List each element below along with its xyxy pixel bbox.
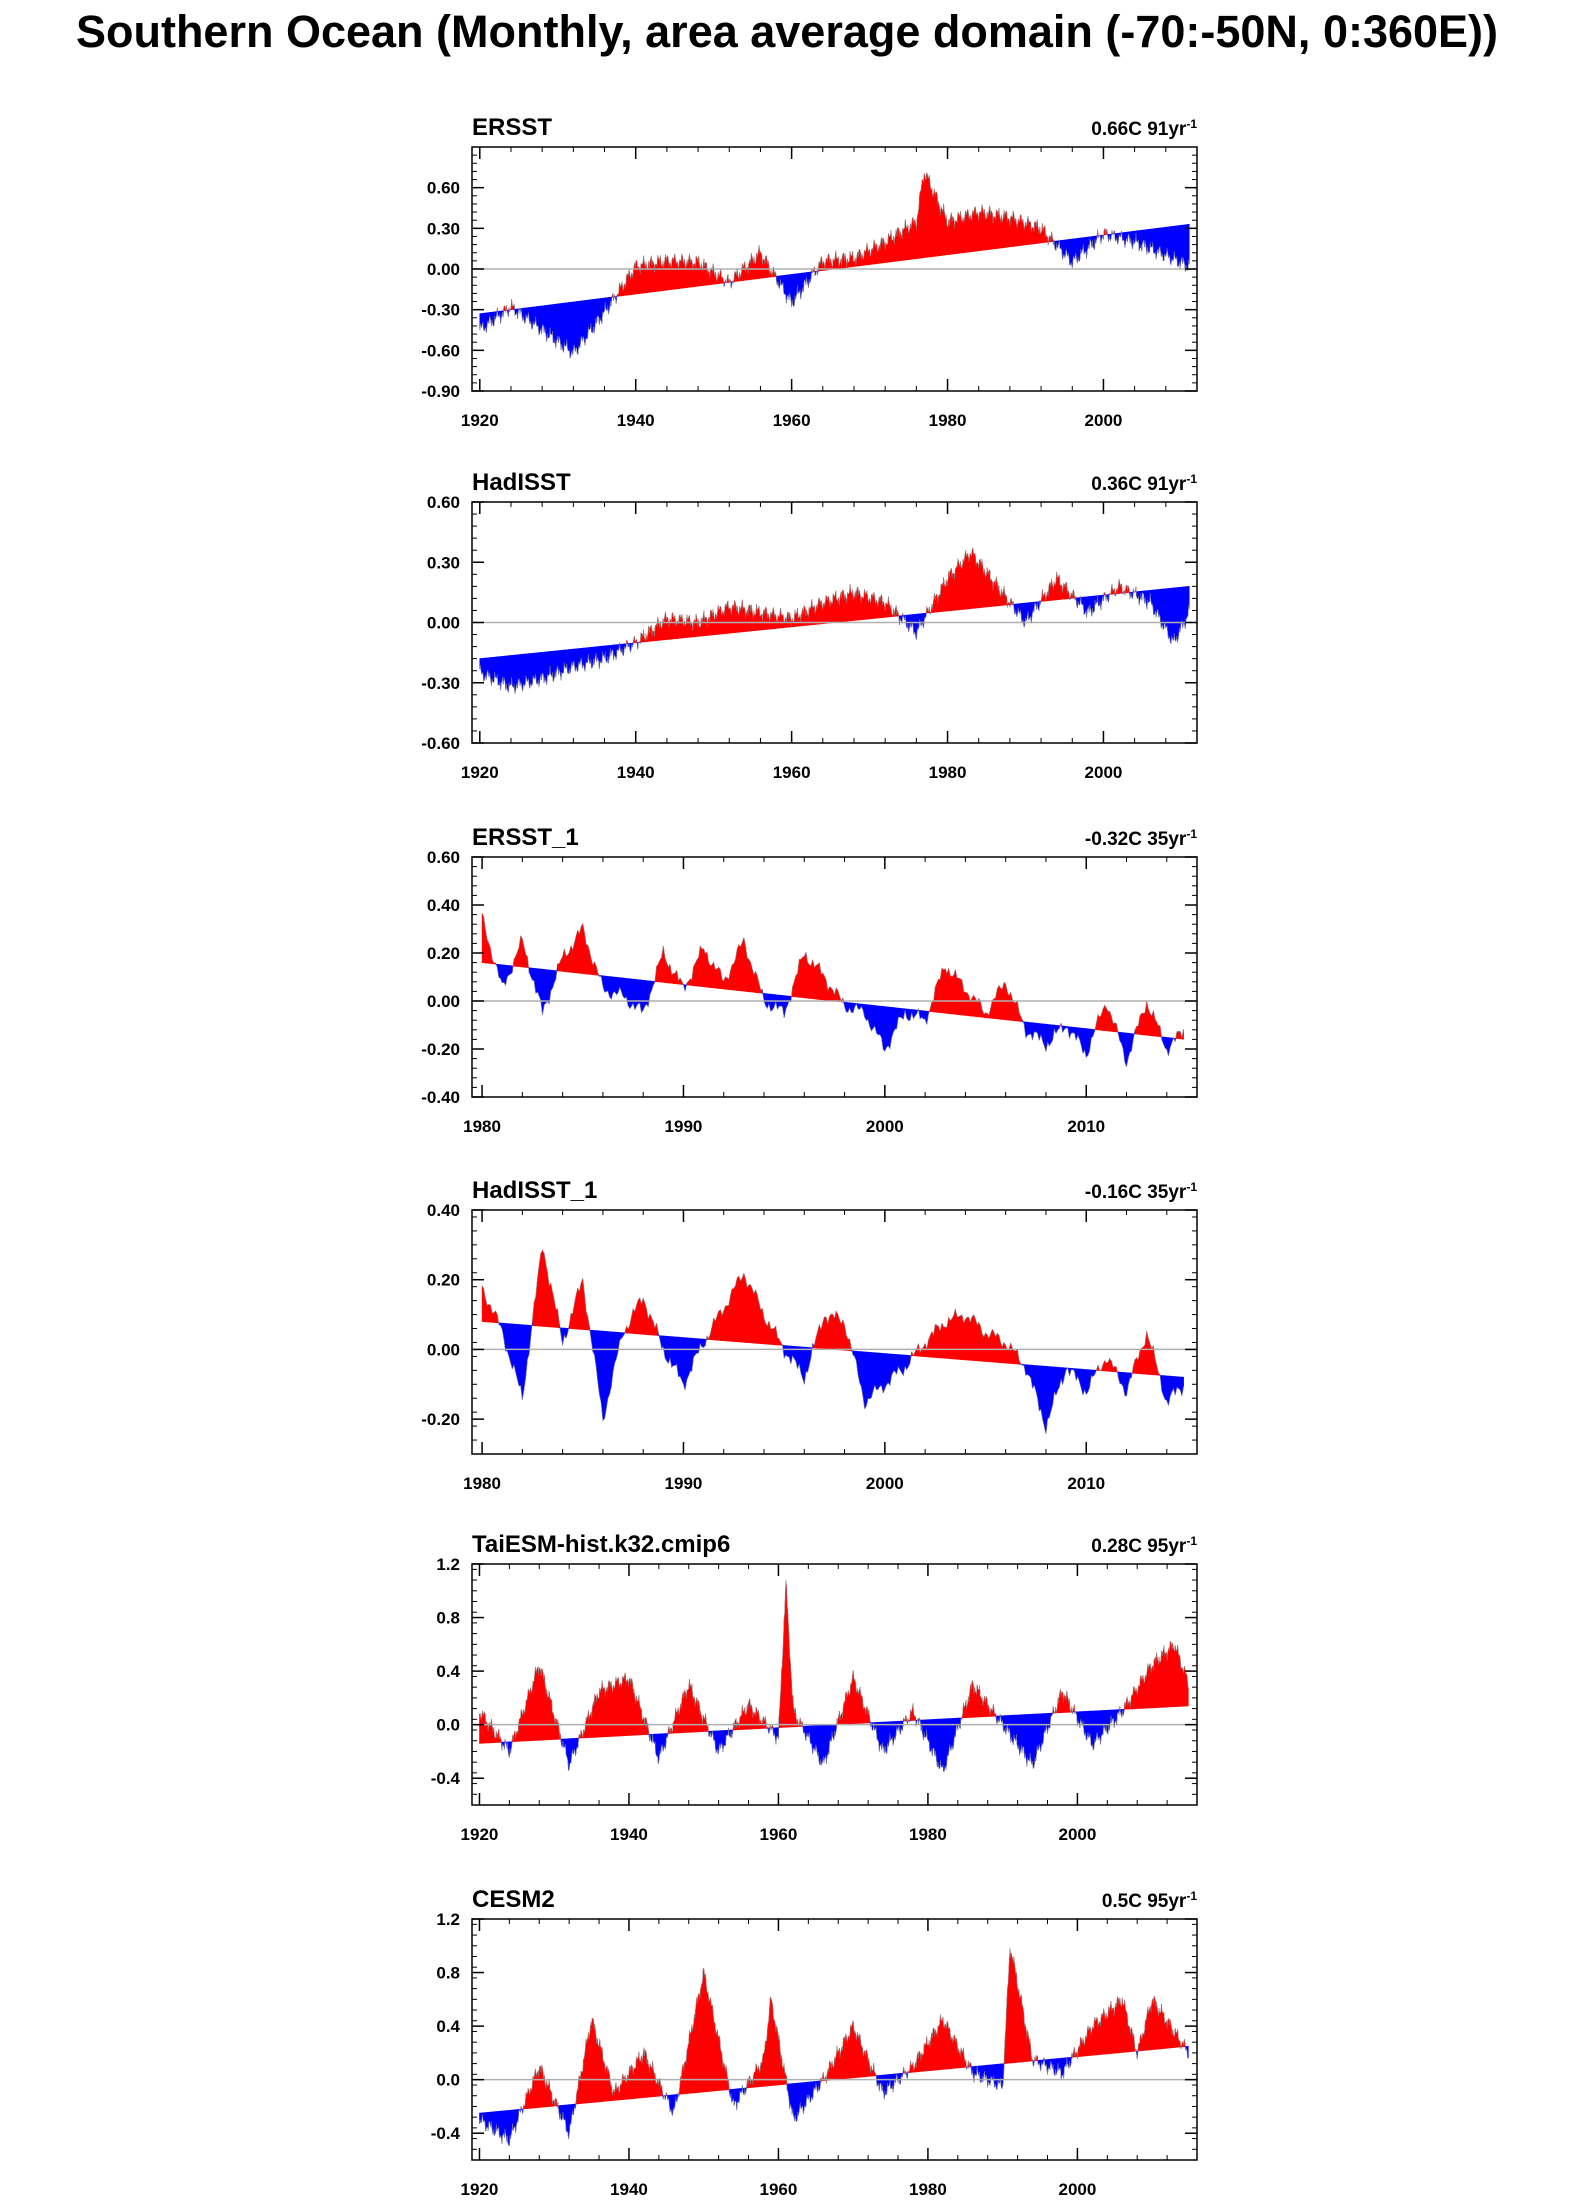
negative-anomaly-area bbox=[479, 223, 1190, 359]
x-tick-label: 1960 bbox=[760, 2180, 798, 2199]
y-tick-label: 0.4 bbox=[436, 2017, 460, 2036]
y-tick-label: -0.40 bbox=[421, 1088, 460, 1107]
plot-frame bbox=[471, 1563, 1198, 1806]
series-line bbox=[481, 1250, 1184, 1434]
y-tick-label: 1.2 bbox=[436, 1910, 460, 1929]
x-tick-label: 2000 bbox=[866, 1474, 904, 1493]
panel-trend-label: -0.32C 35yr-1 bbox=[1085, 827, 1197, 850]
series-line bbox=[479, 1580, 1189, 1773]
x-tick-label: 1920 bbox=[461, 411, 499, 430]
panel-title: ERSST_1 bbox=[472, 824, 579, 851]
x-tick-label: 2000 bbox=[1085, 411, 1123, 430]
x-tick-label: 1960 bbox=[773, 763, 811, 782]
y-tick-label: 0.00 bbox=[427, 614, 460, 633]
y-tick-label: 0.8 bbox=[436, 1964, 460, 1983]
panel-trend-label: 0.28C 95yr-1 bbox=[1091, 1534, 1197, 1557]
y-tick-label: 0.00 bbox=[427, 260, 460, 279]
series-line bbox=[481, 913, 1184, 1068]
y-tick-label: -0.60 bbox=[421, 734, 460, 753]
plot-frame bbox=[471, 1918, 1198, 2161]
y-tick-label: 0.0 bbox=[436, 2071, 460, 2090]
y-tick-label: -0.20 bbox=[421, 1410, 460, 1429]
y-tick-label: -0.30 bbox=[421, 674, 460, 693]
series-line bbox=[479, 547, 1190, 694]
y-tick-label: -0.30 bbox=[421, 301, 460, 320]
x-tick-label: 2010 bbox=[1067, 1474, 1105, 1493]
y-tick-label: -0.20 bbox=[421, 1040, 460, 1059]
positive-anomaly-area bbox=[496, 172, 1122, 315]
x-tick-label: 1940 bbox=[617, 763, 655, 782]
x-tick-label: 1980 bbox=[929, 411, 967, 430]
page-title: Southern Ocean (Monthly, area average do… bbox=[75, 6, 1499, 57]
x-tick-label: 1990 bbox=[665, 1117, 703, 1136]
x-tick-label: 2000 bbox=[1058, 1825, 1096, 1844]
y-tick-label: 0.00 bbox=[427, 992, 460, 1011]
x-tick-label: 1920 bbox=[461, 1825, 499, 1844]
x-tick-label: 1960 bbox=[760, 1825, 798, 1844]
x-tick-label: 1920 bbox=[461, 763, 499, 782]
positive-anomaly-area bbox=[481, 1249, 1161, 1378]
y-tick-label: -0.4 bbox=[431, 2124, 461, 2143]
x-tick-label: 2000 bbox=[866, 1117, 904, 1136]
chart-panel-5: 1.2 0.8 0.4 0.0 -0.4 1920 1940 1960 1980 2000 TaiE… bbox=[431, 1531, 1198, 1844]
y-tick-label: 0.8 bbox=[436, 1609, 460, 1628]
x-tick-label: 2000 bbox=[1058, 2180, 1096, 2199]
x-tick-label: 1980 bbox=[909, 2180, 947, 2199]
panel-title: HadISST bbox=[472, 469, 571, 496]
chart-panel-6: 1.2 0.8 0.4 0.0 -0.4 1920 1940 1960 1980 2000 CESM… bbox=[431, 1886, 1198, 2199]
panel-title: CESM2 bbox=[472, 1886, 555, 1913]
series-line bbox=[479, 1948, 1189, 2146]
y-tick-label: 0.0 bbox=[436, 1716, 460, 1735]
positive-anomaly-area bbox=[625, 547, 1137, 647]
y-tick-label: -0.90 bbox=[421, 382, 460, 401]
x-tick-label: 1940 bbox=[610, 2180, 648, 2199]
x-tick-label: 1980 bbox=[463, 1474, 501, 1493]
y-tick-label: -0.4 bbox=[431, 1769, 461, 1788]
y-tick-label: 0.60 bbox=[427, 493, 460, 512]
x-tick-label: 1980 bbox=[463, 1117, 501, 1136]
y-tick-label: 0.20 bbox=[427, 944, 460, 963]
panel-trend-label: 0.5C 95yr-1 bbox=[1102, 1889, 1198, 1912]
x-tick-label: 1980 bbox=[909, 1825, 947, 1844]
y-tick-label: 0.60 bbox=[427, 848, 460, 867]
y-tick-label: 0.30 bbox=[427, 219, 460, 238]
plot-frame bbox=[471, 856, 1198, 1098]
y-tick-label: 0.40 bbox=[427, 1201, 460, 1220]
x-tick-label: 2000 bbox=[1085, 763, 1123, 782]
plot-frame bbox=[471, 1209, 1198, 1455]
panel-title: HadISST_1 bbox=[472, 1177, 597, 1204]
positive-anomaly-area bbox=[481, 912, 1184, 1042]
x-tick-label: 1940 bbox=[617, 411, 655, 430]
panel-title: TaiESM-hist.k32.cmip6 bbox=[472, 1531, 730, 1558]
panel-trend-label: 0.36C 91yr-1 bbox=[1091, 472, 1197, 495]
negative-anomaly-area bbox=[495, 962, 1176, 1067]
y-tick-label: 0.20 bbox=[427, 1271, 460, 1290]
series-line bbox=[479, 172, 1190, 359]
x-tick-label: 1980 bbox=[929, 763, 967, 782]
y-tick-label: 0.00 bbox=[427, 1340, 460, 1359]
y-tick-label: 0.40 bbox=[427, 896, 460, 915]
positive-anomaly-area bbox=[520, 1948, 1186, 2113]
x-tick-label: 1940 bbox=[610, 1825, 648, 1844]
panel-title: ERSST bbox=[472, 114, 552, 141]
x-tick-label: 1960 bbox=[773, 411, 811, 430]
panel-trend-label: 0.66C 91yr-1 bbox=[1091, 117, 1197, 140]
x-tick-label: 2010 bbox=[1067, 1117, 1105, 1136]
y-tick-label: 0.30 bbox=[427, 553, 460, 572]
y-tick-label: 1.2 bbox=[436, 1555, 460, 1574]
y-tick-label: 0.4 bbox=[436, 1662, 460, 1681]
x-tick-label: 1990 bbox=[665, 1474, 703, 1493]
x-tick-label: 1920 bbox=[461, 2180, 499, 2199]
chart-panel-4: 0.40 0.20 0.00 -0.20 1980 1990 2000 2010 HadISST… bbox=[421, 1177, 1198, 1493]
y-tick-label: -0.60 bbox=[421, 341, 460, 360]
y-tick-label: 0.60 bbox=[427, 179, 460, 198]
panel-trend-label: -0.16C 35yr-1 bbox=[1085, 1180, 1197, 1203]
